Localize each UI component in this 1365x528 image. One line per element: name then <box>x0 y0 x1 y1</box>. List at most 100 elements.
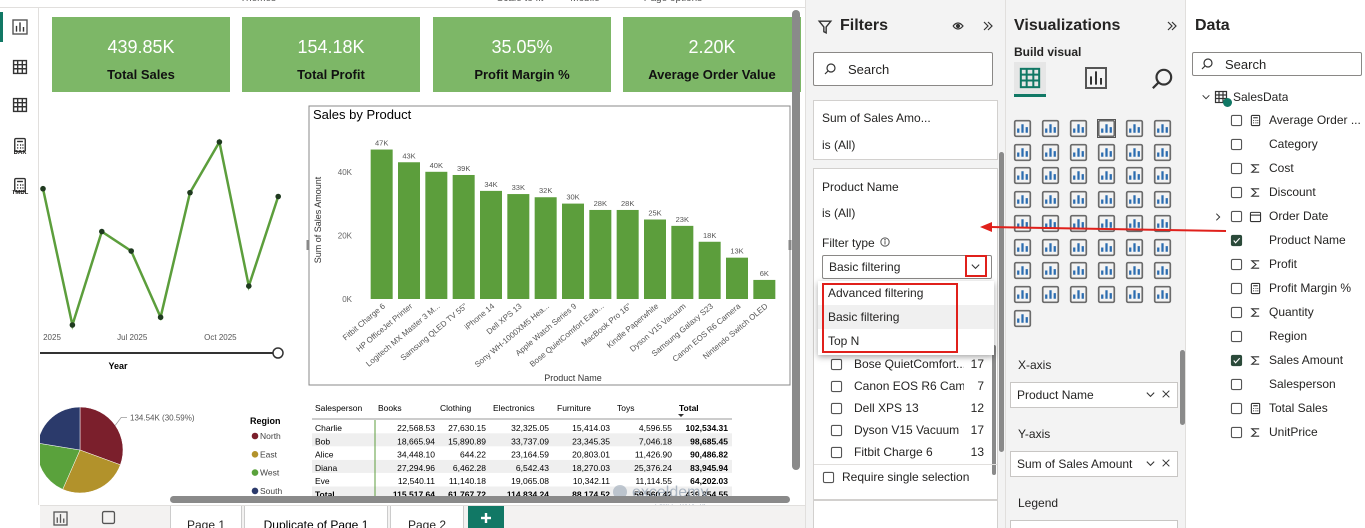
box-icon[interactable] <box>101 510 116 525</box>
tile-icon[interactable] <box>1069 190 1088 209</box>
field-name[interactable]: Discount <box>1269 185 1316 199</box>
box-icon[interactable] <box>1230 138 1243 151</box>
tile-icon[interactable] <box>1125 285 1144 304</box>
tile-icon[interactable] <box>1013 143 1032 161</box>
chart-icon[interactable] <box>53 511 68 526</box>
box-icon[interactable] <box>1230 378 1243 391</box>
field-name[interactable]: Profit Margin % <box>1269 281 1352 295</box>
tile-icon[interactable] <box>1125 262 1144 280</box>
tile-icon[interactable] <box>1069 285 1088 304</box>
box-icon[interactable] <box>830 402 843 415</box>
tile-icon[interactable] <box>1097 167 1116 185</box>
chart-icon[interactable] <box>12 19 28 35</box>
box-icon[interactable] <box>822 471 835 484</box>
filter-type-dropdown[interactable]: Basic filtering <box>822 255 992 279</box>
x-icon[interactable] <box>1161 458 1171 468</box>
dropdown-option[interactable]: Basic filtering <box>818 305 994 329</box>
field-name[interactable]: Average Order ... <box>1269 113 1361 127</box>
box-icon[interactable] <box>830 424 843 437</box>
eye-icon[interactable] <box>952 20 964 32</box>
page-tab[interactable]: Page 2 <box>390 506 464 528</box>
tile-icon[interactable] <box>1013 262 1032 280</box>
page-tab[interactable]: Duplicate of Page 1 <box>244 506 388 528</box>
box-icon[interactable] <box>1230 282 1243 295</box>
tile-icon[interactable] <box>1041 119 1060 138</box>
chevR-icon[interactable] <box>1213 212 1223 222</box>
tile-icon[interactable] <box>1097 285 1116 304</box>
tile-icon[interactable] <box>1153 143 1172 161</box>
chart-icon[interactable] <box>1085 67 1107 89</box>
tile-icon[interactable] <box>1097 190 1116 209</box>
page-tab[interactable]: Page 1 <box>170 506 242 528</box>
box-icon[interactable] <box>1230 330 1243 343</box>
dbl-icon[interactable] <box>982 20 994 32</box>
tile-icon[interactable] <box>1097 214 1116 232</box>
tile-icon[interactable] <box>1097 143 1116 161</box>
tile-icon[interactable] <box>1153 190 1172 209</box>
tile-icon[interactable] <box>1069 119 1088 138</box>
field-name[interactable]: UnitPrice <box>1269 425 1318 439</box>
box-icon[interactable] <box>830 446 843 459</box>
box-icon[interactable] <box>1230 306 1243 319</box>
tile-icon[interactable] <box>1069 143 1088 161</box>
checked-icon[interactable] <box>1230 234 1243 247</box>
tile-icon[interactable] <box>1069 262 1088 280</box>
tile-icon[interactable] <box>1041 190 1060 209</box>
box-icon[interactable] <box>1230 114 1243 127</box>
plus-icon[interactable] <box>480 512 492 524</box>
tile-icon[interactable] <box>1125 143 1144 161</box>
field-name[interactable]: Cost <box>1269 161 1294 175</box>
checked-icon[interactable] <box>1230 354 1243 367</box>
box-icon[interactable] <box>1230 258 1243 271</box>
search-box[interactable]: Search <box>813 52 993 86</box>
tile-icon[interactable] <box>1097 262 1116 280</box>
box-icon[interactable] <box>1230 186 1243 199</box>
tile-icon[interactable] <box>1041 214 1060 232</box>
tile-icon[interactable] <box>1125 214 1144 232</box>
tile-icon[interactable] <box>1013 238 1032 256</box>
field-name[interactable]: Quantity <box>1269 305 1314 319</box>
tile-icon[interactable] <box>1097 119 1116 138</box>
add-page-button[interactable] <box>468 506 504 528</box>
tile-icon[interactable] <box>1069 238 1088 256</box>
dropdown-option[interactable]: Advanced filtering <box>828 286 924 300</box>
tile-icon[interactable] <box>1125 238 1144 256</box>
tile-icon[interactable] <box>1069 167 1088 185</box>
field-name[interactable]: Profit <box>1269 257 1298 271</box>
dbl-icon[interactable] <box>1166 20 1178 32</box>
tile-icon[interactable] <box>1013 309 1032 327</box>
box-icon[interactable] <box>1230 210 1243 223</box>
field-name[interactable]: Region <box>1269 329 1308 343</box>
calc-icon[interactable] <box>13 137 27 153</box>
field-name[interactable]: Total Sales <box>1269 401 1328 415</box>
tile-icon[interactable] <box>1041 167 1060 185</box>
tile-icon[interactable] <box>1013 285 1032 304</box>
dropdown-option[interactable]: Top N <box>828 334 860 348</box>
tile-icon[interactable] <box>1125 119 1144 138</box>
box-icon[interactable] <box>830 380 843 393</box>
chevD-icon[interactable] <box>1201 92 1211 102</box>
field-well[interactable]: Sum of Sales Amount <box>1010 451 1178 477</box>
tile-icon[interactable] <box>1153 238 1172 256</box>
field-well[interactable]: Product Name <box>1010 382 1178 408</box>
box-icon[interactable] <box>1230 402 1243 415</box>
table-icon[interactable] <box>12 59 28 75</box>
build-tab-selected[interactable] <box>1014 62 1046 97</box>
field-name[interactable]: Sales Amount <box>1269 353 1344 367</box>
tile-icon[interactable] <box>1153 119 1172 138</box>
table-icon[interactable] <box>12 97 28 113</box>
field-name[interactable]: Order Date <box>1269 209 1329 223</box>
tile-icon[interactable] <box>1125 190 1144 209</box>
tile-icon[interactable] <box>1153 285 1172 304</box>
chevD-icon[interactable] <box>970 261 981 272</box>
tile-icon[interactable] <box>1153 262 1172 280</box>
tile-icon[interactable] <box>1097 238 1116 256</box>
field-name[interactable]: Product Name <box>1269 233 1346 247</box>
box-icon[interactable] <box>830 358 843 371</box>
field-well[interactable]: Add data fields here <box>1010 520 1178 528</box>
box-icon[interactable] <box>1230 162 1243 175</box>
tile-icon[interactable] <box>1013 167 1032 185</box>
chevD-icon[interactable] <box>1145 458 1156 469</box>
tile-icon[interactable] <box>1153 167 1172 185</box>
search-icon[interactable] <box>1151 68 1173 90</box>
